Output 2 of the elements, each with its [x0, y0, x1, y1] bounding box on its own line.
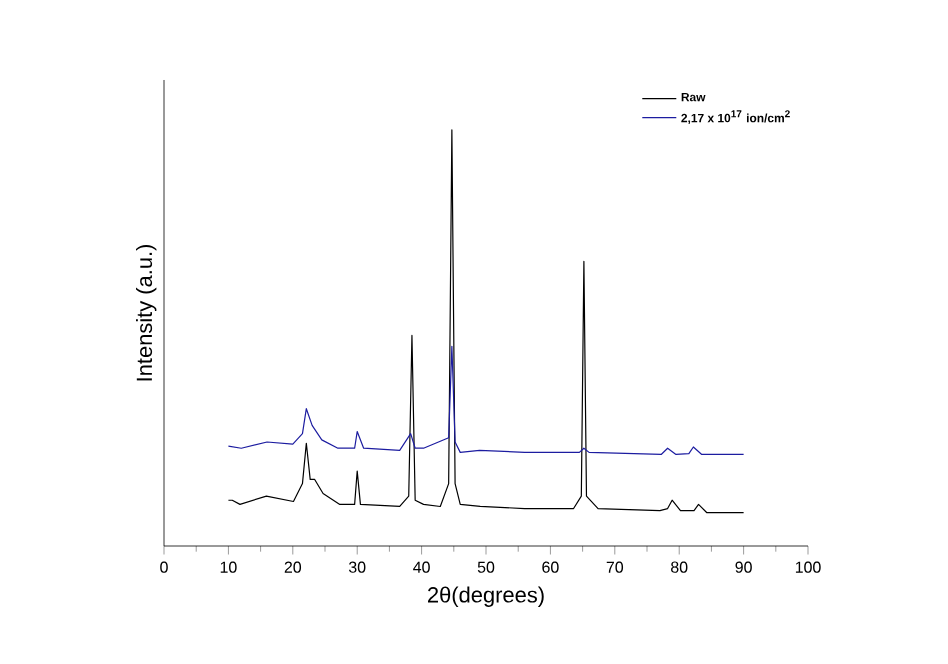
x-axis-title: 2θ(degrees): [428, 586, 544, 607]
y-axis-title: Intensity (a.u.): [136, 244, 157, 381]
